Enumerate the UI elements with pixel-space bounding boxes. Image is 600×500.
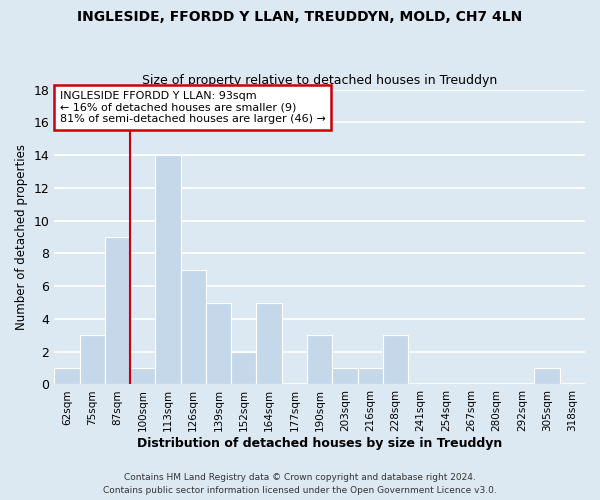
Title: Size of property relative to detached houses in Treuddyn: Size of property relative to detached ho… (142, 74, 497, 87)
Bar (307, 336, 332, 384)
Bar (383, 336, 408, 384)
Bar (130, 368, 155, 384)
Bar (535, 368, 560, 384)
Bar (80, 336, 105, 384)
Bar (358, 368, 383, 384)
Bar (181, 270, 206, 384)
Bar (105, 237, 130, 384)
Bar (206, 302, 231, 384)
Bar (332, 368, 358, 384)
Bar (231, 352, 256, 384)
Text: INGLESIDE, FFORDD Y LLAN, TREUDDYN, MOLD, CH7 4LN: INGLESIDE, FFORDD Y LLAN, TREUDDYN, MOLD… (77, 10, 523, 24)
Bar (54, 368, 80, 384)
Text: INGLESIDE FFORDD Y LLAN: 93sqm
← 16% of detached houses are smaller (9)
81% of s: INGLESIDE FFORDD Y LLAN: 93sqm ← 16% of … (59, 91, 325, 124)
X-axis label: Distribution of detached houses by size in Treuddyn: Distribution of detached houses by size … (137, 437, 502, 450)
Text: Contains HM Land Registry data © Crown copyright and database right 2024.
Contai: Contains HM Land Registry data © Crown c… (103, 474, 497, 495)
Bar (155, 155, 181, 384)
Y-axis label: Number of detached properties: Number of detached properties (15, 144, 28, 330)
Bar (256, 302, 282, 384)
